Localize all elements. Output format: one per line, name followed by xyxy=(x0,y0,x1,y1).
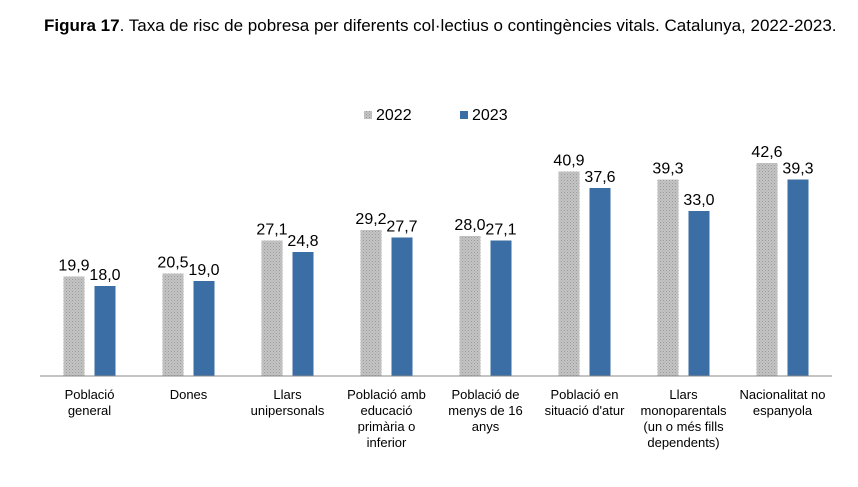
category-label-5-line-0: Població en xyxy=(551,387,619,402)
category-label-3-line-2: primària o xyxy=(358,419,416,434)
category-label-0-line-0: Població xyxy=(65,387,115,402)
category-label-4-line-2: anys xyxy=(472,419,500,434)
category-label-1-line-0: Dones xyxy=(170,387,208,402)
value-label-2022-5: 40,9 xyxy=(553,153,584,170)
bar-2022-6 xyxy=(657,179,679,376)
bar-2023-4 xyxy=(490,240,512,376)
value-label-2023-5: 37,6 xyxy=(584,169,615,186)
figure-label: Figura 17 xyxy=(44,16,120,35)
category-label-2-line-1: unipersonals xyxy=(251,403,325,418)
legend-2022-swatch xyxy=(364,111,372,119)
value-label-2022-1: 20,5 xyxy=(157,255,188,272)
category-label-4-line-0: Població de xyxy=(452,387,520,402)
value-label-2023-4: 27,1 xyxy=(485,222,516,239)
value-label-2023-2: 24,8 xyxy=(287,233,318,250)
category-label-3-line-0: Població amb xyxy=(347,387,426,402)
category-label-6-line-3: dependents) xyxy=(647,435,719,450)
value-label-2022-4: 28,0 xyxy=(454,217,485,234)
bar-2022-7 xyxy=(756,163,778,376)
category-label-2-line-0: Llars xyxy=(273,387,302,402)
category-label-4-line-1: menys de 16 xyxy=(448,403,522,418)
value-label-2022-3: 29,2 xyxy=(355,211,386,228)
value-label-2022-6: 39,3 xyxy=(652,161,683,178)
legend-2023-label: 2023 xyxy=(472,107,508,124)
bar-2023-5 xyxy=(589,188,611,376)
bar-2022-1 xyxy=(162,273,184,376)
category-label-7-line-0: Nacionalitat no xyxy=(740,387,826,402)
category-label-5-line-1: situació d'atur xyxy=(545,403,625,418)
bar-2023-1 xyxy=(193,281,215,376)
bar-2022-3 xyxy=(360,230,382,376)
value-label-2022-0: 19,9 xyxy=(58,258,89,275)
value-label-2023-3: 27,7 xyxy=(386,219,417,236)
category-label-3-line-1: educació xyxy=(360,403,412,418)
category-label-6-line-1: monoparentals xyxy=(641,403,727,418)
bar-2022-4 xyxy=(459,236,481,376)
chart-title: Figura 17. Taxa de risc de pobresa per d… xyxy=(44,12,844,39)
category-label-6-line-2: (un o més fills xyxy=(643,419,724,434)
bar-2023-6 xyxy=(688,211,710,376)
category-label-7-line-1: espanyola xyxy=(753,403,813,418)
legend-2023-swatch xyxy=(460,111,468,119)
bars-group xyxy=(63,163,809,376)
legend-2022-label: 2022 xyxy=(376,107,412,124)
bar-2022-0 xyxy=(63,276,85,376)
value-label-2023-0: 18,0 xyxy=(89,267,120,284)
value-label-2023-1: 19,0 xyxy=(188,262,219,279)
legend: 2022 2023 xyxy=(364,107,508,124)
bar-2023-2 xyxy=(292,252,314,376)
value-label-2023-6: 33,0 xyxy=(683,192,714,209)
bar-2022-5 xyxy=(558,171,580,376)
value-label-2022-2: 27,1 xyxy=(256,222,287,239)
bar-2023-3 xyxy=(391,237,413,376)
category-label-0-line-1: general xyxy=(68,403,111,418)
bar-2023-0 xyxy=(94,286,116,376)
category-label-3-line-3: inferior xyxy=(367,435,407,450)
value-labels-group: 19,918,020,5 19,027,124,829,2 27,7 28,0 27,1… xyxy=(58,144,813,284)
bar-2022-2 xyxy=(261,240,283,376)
category-label-6-line-0: Llars xyxy=(669,387,698,402)
figure-caption: . Taxa de risc de pobresa per diferents … xyxy=(119,16,837,35)
value-label-2023-7: 39,3 xyxy=(782,161,813,178)
bar-2023-7 xyxy=(787,179,809,376)
value-label-2022-7: 42,6 xyxy=(751,144,782,161)
